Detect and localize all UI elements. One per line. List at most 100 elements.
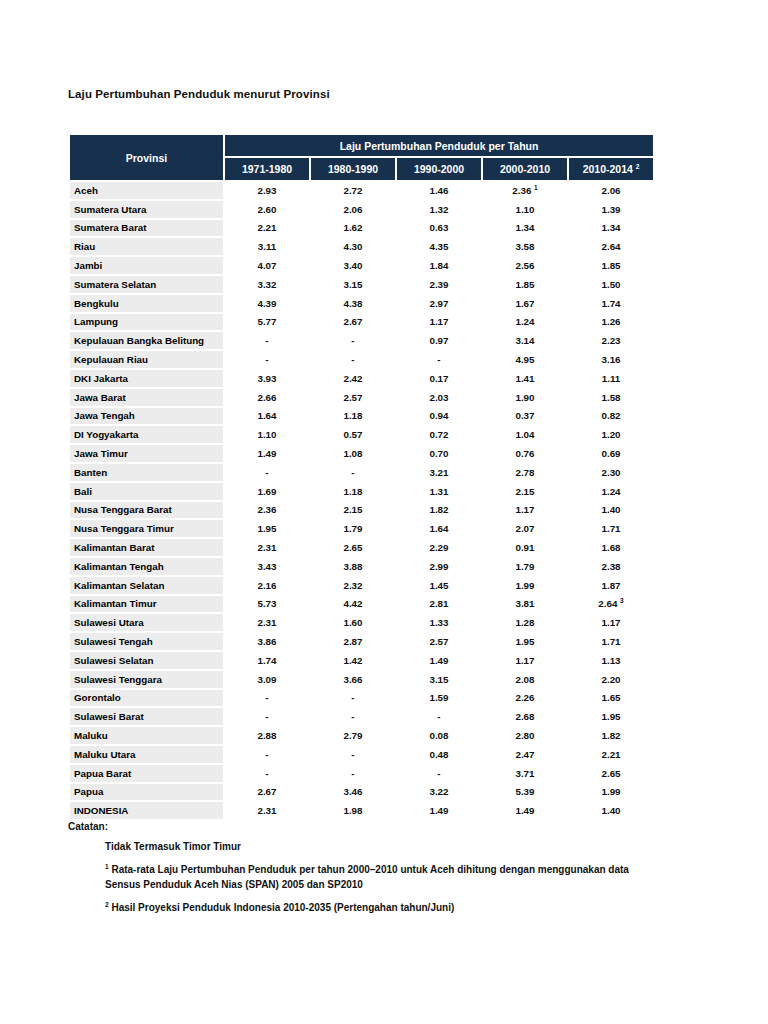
growth-value: 0.72 xyxy=(397,426,481,443)
growth-value: 2.15 xyxy=(311,502,395,519)
column-header-provinsi: Provinsi xyxy=(70,135,223,180)
table-row: Kalimantan Tengah3.433.882.991.792.38 xyxy=(70,558,653,575)
growth-value: 1.79 xyxy=(311,520,395,537)
growth-value: 1.58 xyxy=(569,389,653,406)
growth-value: 0.48 xyxy=(397,746,481,763)
growth-value: 1.98 xyxy=(311,802,395,819)
growth-value: 2.88 xyxy=(225,727,309,744)
growth-value: 1.71 xyxy=(569,520,653,537)
province-name: Sumatera Selatan xyxy=(70,276,223,293)
growth-value: 2.67 xyxy=(311,314,395,331)
province-name: Banten xyxy=(70,464,223,481)
notes-label: Catatan: xyxy=(68,821,688,832)
growth-value: - xyxy=(311,690,395,707)
province-name: Sulawesi Utara xyxy=(70,614,223,631)
growth-value: 2.99 xyxy=(397,558,481,575)
growth-value: 3.43 xyxy=(225,558,309,575)
province-name: Maluku xyxy=(70,727,223,744)
province-name: INDONESIA xyxy=(70,802,223,819)
growth-value: 0.63 xyxy=(397,220,481,237)
growth-value: 1.17 xyxy=(483,502,567,519)
growth-value: 5.77 xyxy=(225,314,309,331)
growth-value: 2.07 xyxy=(483,520,567,537)
growth-value: - xyxy=(225,746,309,763)
table-row: Jambi4.073.401.842.561.85 xyxy=(70,257,653,274)
province-name: Jawa Timur xyxy=(70,445,223,462)
growth-value: 2.29 xyxy=(397,539,481,556)
growth-value: 0.69 xyxy=(569,445,653,462)
column-header-period: 1980-1990 xyxy=(311,158,395,180)
growth-value: 2.08 xyxy=(483,671,567,688)
growth-value: 1.65 xyxy=(569,690,653,707)
growth-value: 3.66 xyxy=(311,671,395,688)
table-row: Sumatera Barat2.211.620.631.341.34 xyxy=(70,220,653,237)
growth-value: 1.04 xyxy=(483,426,567,443)
table-row: Sumatera Utara2.602.061.321.101.39 xyxy=(70,201,653,218)
growth-value: 2.31 xyxy=(225,802,309,819)
growth-value: 2.80 xyxy=(483,727,567,744)
province-name: Bengkulu xyxy=(70,295,223,312)
growth-value: 1.45 xyxy=(397,577,481,594)
growth-value: - xyxy=(225,332,309,349)
growth-value: 2.21 xyxy=(569,746,653,763)
growth-value: 4.39 xyxy=(225,295,309,312)
province-name: Kalimantan Barat xyxy=(70,539,223,556)
growth-value: 2.20 xyxy=(569,671,653,688)
growth-value: 2.36 1 xyxy=(483,182,567,199)
province-name: DKI Jakarta xyxy=(70,370,223,387)
growth-value: 2.57 xyxy=(397,633,481,650)
table-row: Nusa Tenggara Timur1.951.791.642.071.71 xyxy=(70,520,653,537)
growth-value: 1.24 xyxy=(569,483,653,500)
growth-value: 1.24 xyxy=(483,314,567,331)
growth-value: 1.34 xyxy=(569,220,653,237)
column-header-period: 1971-1980 xyxy=(225,158,309,180)
growth-value: 1.87 xyxy=(569,577,653,594)
growth-value: 1.68 xyxy=(569,539,653,556)
province-name: Lampung xyxy=(70,314,223,331)
growth-value: 2.79 xyxy=(311,727,395,744)
growth-value: 1.31 xyxy=(397,483,481,500)
growth-value: 1.74 xyxy=(225,652,309,669)
growth-value: 1.95 xyxy=(225,520,309,537)
growth-value: 1.40 xyxy=(569,502,653,519)
growth-value: 5.73 xyxy=(225,596,309,613)
growth-value: 0.97 xyxy=(397,332,481,349)
province-name: Maluku Utara xyxy=(70,746,223,763)
growth-value: 2.23 xyxy=(569,332,653,349)
table-row: INDONESIA2.311.981.491.491.40 xyxy=(70,802,653,819)
growth-value: 1.99 xyxy=(483,577,567,594)
growth-value: 4.42 xyxy=(311,596,395,613)
growth-value: 1.34 xyxy=(483,220,567,237)
growth-value: 1.50 xyxy=(569,276,653,293)
growth-value: 2.87 xyxy=(311,633,395,650)
growth-value: 2.81 xyxy=(397,596,481,613)
table-row: Sulawesi Selatan1.741.421.491.171.13 xyxy=(70,652,653,669)
province-name: Sumatera Barat xyxy=(70,220,223,237)
growth-value: 1.49 xyxy=(483,802,567,819)
growth-value: - xyxy=(311,765,395,782)
growth-value: 2.78 xyxy=(483,464,567,481)
growth-value: 0.57 xyxy=(311,426,395,443)
table-row: Kepulauan Riau---4.953.16 xyxy=(70,351,653,368)
growth-value: 1.08 xyxy=(311,445,395,462)
province-name: Papua Barat xyxy=(70,765,223,782)
growth-value: 1.62 xyxy=(311,220,395,237)
growth-value: 0.94 xyxy=(397,408,481,425)
table-row: Sumatera Selatan3.323.152.391.851.50 xyxy=(70,276,653,293)
growth-value: 3.16 xyxy=(569,351,653,368)
growth-value: 1.26 xyxy=(569,314,653,331)
growth-value: 1.79 xyxy=(483,558,567,575)
note-item: 1 Rata-rata Laju Pertumbuhan Penduduk pe… xyxy=(105,862,657,892)
growth-value: 1.74 xyxy=(569,295,653,312)
growth-value: 2.68 xyxy=(483,708,567,725)
table-row: Maluku Utara--0.482.472.21 xyxy=(70,746,653,763)
province-name: Sulawesi Tengah xyxy=(70,633,223,650)
note-item: Tidak Termasuk Timor Timur xyxy=(105,839,657,854)
growth-value: - xyxy=(311,332,395,349)
growth-value: - xyxy=(225,351,309,368)
table-header: Provinsi Laju Pertumbuhan Penduduk per T… xyxy=(70,135,653,180)
growth-value: 2.93 xyxy=(225,182,309,199)
growth-value: 2.65 xyxy=(311,539,395,556)
growth-value: 4.35 xyxy=(397,238,481,255)
growth-value: 1.42 xyxy=(311,652,395,669)
